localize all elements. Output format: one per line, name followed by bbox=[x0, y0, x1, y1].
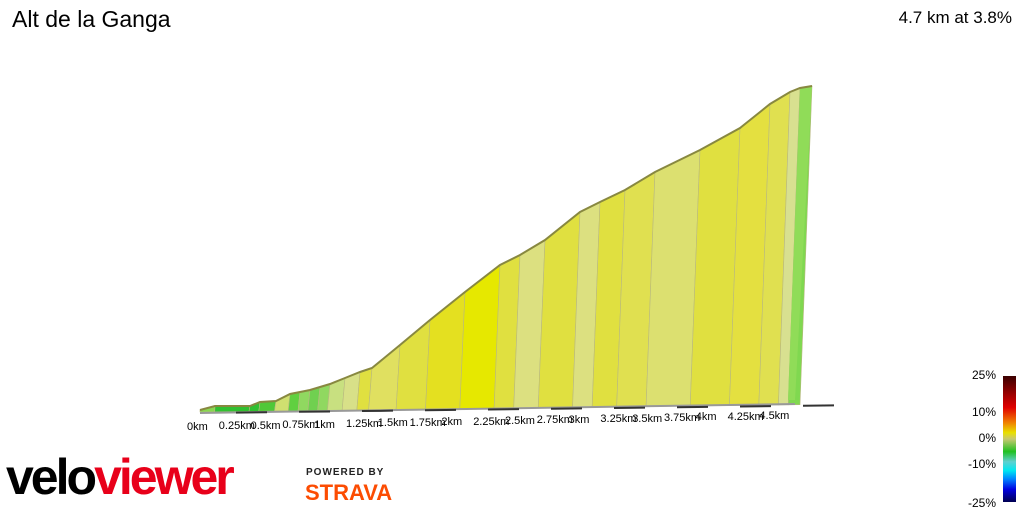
distance-label: 1km bbox=[314, 418, 335, 431]
strava-logo[interactable]: STRAVA bbox=[305, 480, 393, 505]
legend-label: -10% bbox=[967, 457, 996, 471]
distance-label: 1.5km bbox=[377, 417, 408, 430]
gradient-legend-bar bbox=[1003, 376, 1016, 502]
distance-label: 4.25km bbox=[727, 410, 764, 423]
distance-label: 2.25km bbox=[473, 415, 510, 428]
distance-label: 4.5km bbox=[759, 410, 790, 423]
distance-label: 3.25km bbox=[600, 413, 637, 426]
distance-label: 0.75km bbox=[282, 419, 319, 432]
distance-label: 2.75km bbox=[536, 414, 573, 427]
distance-label: 2.5km bbox=[505, 415, 535, 427]
powered-by-label: POWERED BY bbox=[306, 467, 385, 478]
profile-top-line bbox=[199, 85, 813, 411]
veloviewer-logo[interactable]: veloviewer bbox=[6, 449, 235, 505]
distance-label: 0.5km bbox=[250, 419, 281, 432]
distance-label: 0km bbox=[187, 421, 208, 433]
distance-label: 4km bbox=[695, 411, 717, 424]
profile-segment bbox=[459, 264, 501, 410]
legend-label: 25% bbox=[971, 368, 996, 382]
legend-label: 10% bbox=[971, 405, 996, 419]
profile-segment bbox=[368, 344, 401, 411]
segment-title: Alt de la Ganga bbox=[12, 6, 171, 32]
profile-end-face bbox=[788, 86, 812, 400]
distance-label: 1.25km bbox=[346, 418, 383, 430]
distance-label: 3km bbox=[568, 413, 590, 426]
legend-label: 0% bbox=[978, 431, 996, 445]
distance-label: 3.75km bbox=[664, 412, 701, 424]
distance-label: 0.25km bbox=[218, 420, 255, 433]
profile-segment bbox=[425, 291, 466, 410]
distance-label: 2km bbox=[441, 416, 463, 429]
distance-label: 1.75km bbox=[409, 416, 446, 429]
distance-label: 3.5km bbox=[632, 412, 663, 425]
legend-label: -25% bbox=[967, 496, 996, 510]
profile-segment bbox=[274, 393, 291, 412]
segment-summary: 4.7 km at 3.8% bbox=[898, 8, 1012, 27]
